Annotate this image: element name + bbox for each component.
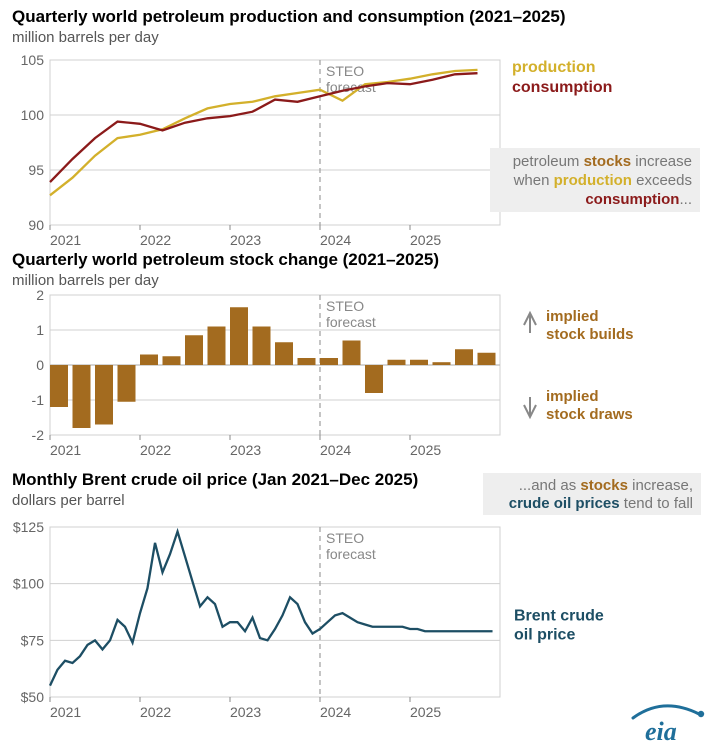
panel2-title: Quarterly world petroleum stock change (… (12, 250, 439, 269)
stock-change-bar (185, 335, 203, 365)
stock-change-bar (388, 360, 406, 365)
legend-production: production (512, 59, 596, 76)
y-tick-label: $100 (13, 576, 44, 592)
forecast-label: STEOforecast (326, 530, 376, 562)
arrow-down-icon (524, 397, 536, 417)
stock-change-bar (50, 365, 68, 407)
y-tick-label: 1 (36, 322, 44, 338)
stock-change-bar (275, 342, 293, 365)
eia-dot-icon (698, 711, 704, 717)
x-tick-label: 2024 (320, 704, 351, 720)
brent-series (50, 532, 493, 686)
x-tick-label: 2024 (320, 232, 351, 248)
panel2-subtitle: million barrels per day (12, 272, 159, 289)
y-tick-label: -2 (32, 427, 45, 443)
stock-change-bar (410, 360, 428, 365)
x-tick-label: 2022 (140, 704, 171, 720)
y-tick-label: 0 (36, 357, 44, 373)
x-tick-label: 2022 (140, 232, 171, 248)
y-tick-label: 105 (21, 52, 45, 68)
implied-draws-label: impliedstock draws (546, 388, 633, 423)
y-tick-label: -1 (32, 392, 45, 408)
x-tick-label: 2025 (410, 232, 441, 248)
x-tick-label: 2023 (230, 232, 261, 248)
stock-change-bar (298, 358, 316, 365)
stock-change-bar (140, 355, 158, 366)
x-tick-label: 2021 (50, 442, 81, 458)
y-tick-label: 100 (21, 107, 45, 123)
stock-change-bar (73, 365, 91, 428)
stock-change-bar (343, 341, 361, 366)
consumption-series (50, 73, 478, 182)
stock-change-bar (230, 307, 248, 365)
y-tick-label: 2 (36, 287, 44, 303)
plot-frame (50, 527, 500, 697)
stock-change-bar (320, 358, 338, 365)
production-series (50, 70, 478, 195)
forecast-label: STEOforecast (326, 298, 376, 330)
legend-brent: Brent crudeoil price (514, 608, 604, 644)
arrow-up-icon (524, 313, 536, 333)
panel1-title: Quarterly world petroleum production and… (12, 7, 566, 26)
implied-builds-label: impliedstock builds (546, 308, 634, 343)
x-tick-label: 2025 (410, 704, 441, 720)
stock-change-bar (163, 356, 181, 365)
panel1-subtitle: million barrels per day (12, 29, 159, 46)
stock-change-bar (455, 349, 473, 365)
x-tick-label: 2022 (140, 442, 171, 458)
plot-frame (50, 60, 500, 225)
x-tick-label: 2023 (230, 442, 261, 458)
panel3-annotation: ...and as stocks increase,crude oil pric… (509, 477, 693, 512)
panel3-title: Monthly Brent crude oil price (Jan 2021–… (12, 470, 418, 489)
x-tick-label: 2024 (320, 442, 351, 458)
legend-consumption: consumption (512, 79, 612, 96)
stock-change-bar (118, 365, 136, 402)
y-tick-label: 90 (28, 217, 44, 233)
stock-change-bar (433, 362, 451, 365)
stock-change-bar (478, 353, 496, 365)
stock-change-bar (208, 327, 226, 366)
x-tick-label: 2021 (50, 232, 81, 248)
eia-logo: eia (645, 717, 677, 746)
y-tick-label: 95 (28, 162, 44, 178)
stock-change-bar (253, 327, 271, 366)
y-tick-label: $75 (21, 632, 45, 648)
y-tick-label: $125 (13, 519, 44, 535)
stock-change-bar (95, 365, 113, 425)
x-tick-label: 2025 (410, 442, 441, 458)
x-tick-label: 2021 (50, 704, 81, 720)
x-tick-label: 2023 (230, 704, 261, 720)
y-tick-label: $50 (21, 689, 45, 705)
stock-change-bar (365, 365, 383, 393)
panel3-subtitle: dollars per barrel (12, 492, 125, 509)
